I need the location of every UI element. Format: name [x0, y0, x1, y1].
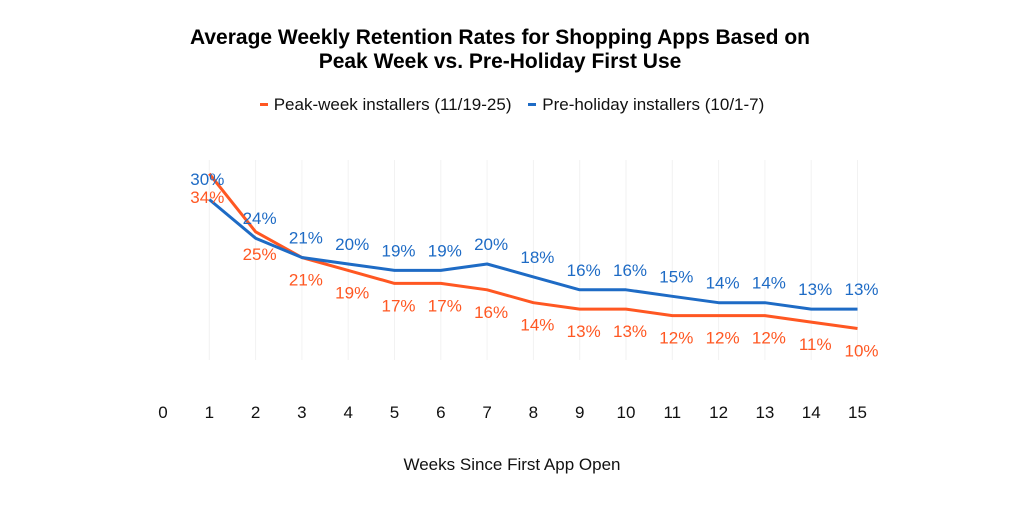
legend-swatch-peak-week [259, 103, 268, 107]
data-label-pre-holiday: 16% [613, 261, 647, 280]
x-tick-label: 15 [848, 403, 867, 422]
data-label-peak-week: 12% [706, 329, 740, 348]
legend-swatch-pre-holiday [528, 103, 537, 107]
data-label-peak-week: 34% [190, 188, 224, 207]
data-label-pre-holiday: 30% [190, 170, 224, 189]
chart-title-line-2: Peak Week vs. Pre-Holiday First Use [318, 50, 682, 73]
x-tick-label: 8 [529, 403, 538, 422]
data-label-pre-holiday: 24% [243, 209, 277, 228]
x-tick-label: 10 [617, 403, 636, 422]
legend-item-peak-week: Peak-week installers (11/19-25) [259, 95, 512, 115]
x-tick-label: 9 [575, 403, 584, 422]
data-label-pre-holiday: 20% [474, 235, 508, 254]
data-label-peak-week: 10% [844, 342, 878, 361]
legend-label-peak-week: Peak-week installers (11/19-25) [273, 95, 512, 114]
x-axis-ticks: 0 1 2 3 4 5 6 7 8 9 10 11 12 13 14 15 [158, 403, 867, 422]
legend-label-pre-holiday: Pre-holiday installers (10/1-7) [542, 95, 765, 114]
gridlines [208, 160, 858, 360]
data-label-pre-holiday: 14% [706, 274, 740, 293]
data-label-peak-week: 21% [289, 271, 323, 290]
x-tick-label: 2 [251, 403, 260, 422]
series-line-pre-holiday [208, 198, 858, 311]
data-label-pre-holiday: 18% [520, 248, 554, 267]
data-label-peak-week: 25% [243, 245, 277, 264]
data-label-pre-holiday: 19% [428, 241, 462, 260]
series-lines [208, 172, 858, 330]
data-label-peak-week: 16% [474, 303, 508, 322]
data-label-pre-holiday: 13% [798, 280, 832, 299]
data-label-pre-holiday: 16% [567, 261, 601, 280]
legend-item-pre-holiday: Pre-holiday installers (10/1-7) [528, 95, 764, 115]
data-label-pre-holiday: 15% [659, 267, 693, 286]
x-tick-label: 0 [158, 403, 167, 422]
data-labels: 34% 25% 21% 19% 17% 17% 16% 14% 13% 13% 12% 12% 12% 1… [190, 170, 878, 361]
data-label-pre-holiday: 13% [844, 280, 878, 299]
data-label-peak-week: 17% [381, 296, 415, 315]
data-label-pre-holiday: 19% [381, 241, 415, 260]
x-tick-label: 5 [390, 403, 399, 422]
data-label-peak-week: 11% [799, 335, 832, 354]
data-label-peak-week: 17% [428, 296, 462, 315]
x-tick-label: 1 [205, 403, 214, 422]
x-tick-label: 12 [709, 403, 728, 422]
x-tick-label: 14 [802, 403, 821, 422]
x-tick-label: 7 [482, 403, 491, 422]
legend: Peak-week installers (11/19-25) Pre-holi… [0, 95, 1024, 115]
x-tick-label: 13 [755, 403, 774, 422]
data-label-peak-week: 19% [335, 283, 369, 302]
x-tick-label: 4 [343, 403, 352, 422]
x-tick-label: 11 [663, 403, 681, 422]
data-label-pre-holiday: 20% [335, 235, 369, 254]
x-tick-label: 6 [436, 403, 445, 422]
data-label-peak-week: 12% [752, 329, 786, 348]
chart-title-line-1: Average Weekly Retention Rates for Shopp… [189, 26, 810, 49]
x-axis-title: Weeks Since First App Open [403, 455, 621, 474]
data-label-peak-week: 13% [567, 322, 601, 341]
data-label-peak-week: 13% [613, 322, 647, 341]
x-tick-label: 3 [297, 403, 306, 422]
data-label-peak-week: 12% [659, 329, 693, 348]
series-line-peak-week [208, 172, 858, 330]
chart-title: Average Weekly Retention Rates for Shopp… [0, 26, 1000, 74]
data-label-pre-holiday: 21% [289, 229, 323, 248]
data-label-pre-holiday: 14% [752, 274, 786, 293]
data-label-peak-week: 14% [520, 316, 554, 335]
